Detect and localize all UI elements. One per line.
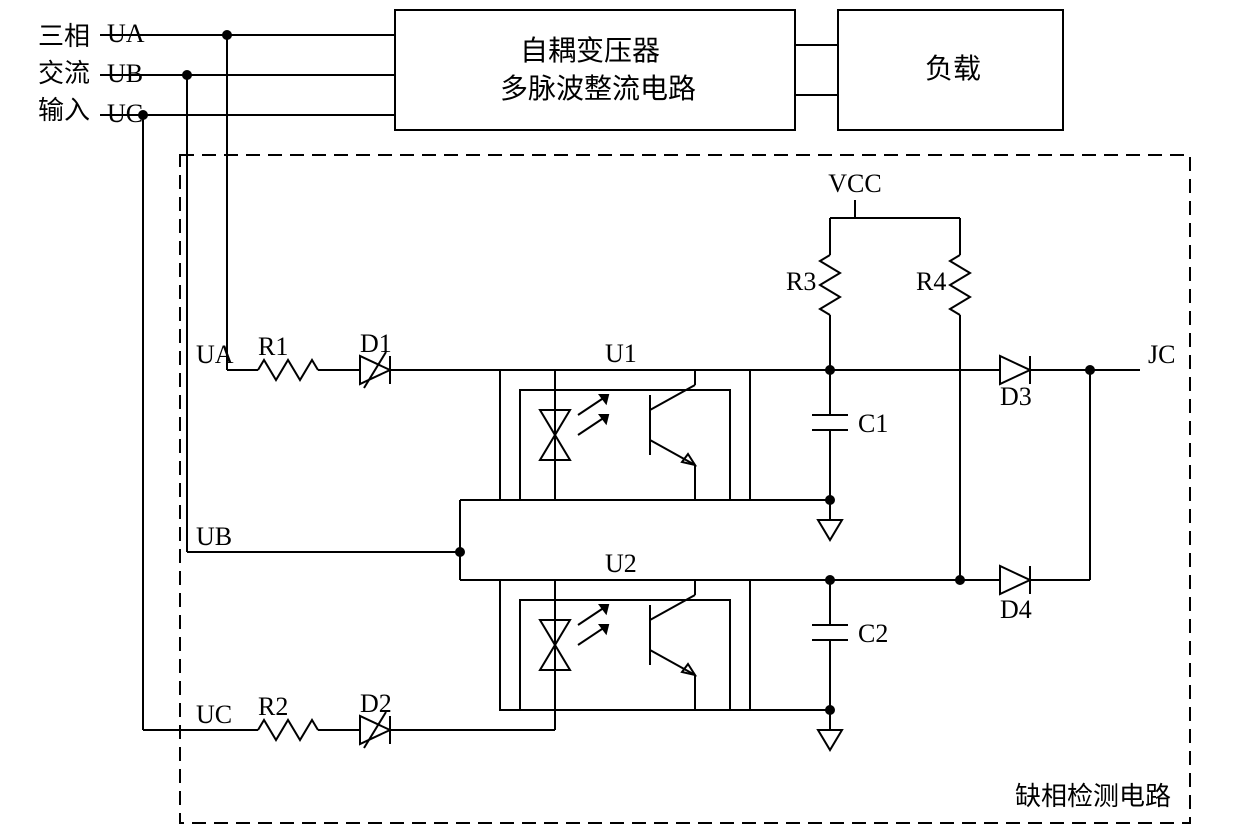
input-label-line3: 输入 [38, 96, 90, 125]
node-dot [956, 576, 964, 584]
jc-label: JC [1148, 340, 1175, 369]
d1-label: D1 [360, 329, 392, 358]
rectifier-line1: 自耦变压器 [520, 35, 660, 67]
resistor-r1 [258, 360, 318, 380]
c2-label: C2 [858, 619, 888, 648]
diode-d4 [1000, 566, 1030, 594]
r3-label: R3 [786, 267, 816, 296]
capacitor-c2 [812, 625, 848, 640]
resistor-r2 [258, 720, 318, 740]
vcc-label: VCC [828, 169, 881, 198]
c1-label: C1 [858, 409, 888, 438]
u1-label: U1 [605, 339, 637, 368]
node-dot [1086, 366, 1094, 374]
d2-label: D2 [360, 689, 392, 718]
phase-uc-top-label: UC [107, 99, 143, 128]
d4-label: D4 [1000, 595, 1032, 624]
r2-label: R2 [258, 692, 288, 721]
mid-uc-label: UC [196, 700, 232, 729]
detector-box [180, 155, 1190, 823]
node-dot [826, 576, 834, 584]
input-label-line1: 三相 [38, 22, 90, 51]
ground-icon [818, 520, 842, 540]
load-label: 负载 [925, 53, 981, 85]
r1-label: R1 [258, 332, 288, 361]
rectifier-line2: 多脉波整流电路 [500, 73, 696, 105]
optocoupler-u2 [500, 580, 750, 710]
circuit-label: 缺相检测电路 [1015, 782, 1171, 811]
input-label-line2: 交流 [38, 59, 90, 88]
u2-label: U2 [605, 549, 637, 578]
phase-ua-top-label: UA [107, 19, 145, 48]
rectifier-block [395, 10, 795, 130]
diode-d3 [1000, 356, 1030, 384]
resistor-r4 [950, 255, 970, 315]
mid-ua-label: UA [196, 340, 234, 369]
resistor-r3 [820, 255, 840, 315]
d3-label: D3 [1000, 382, 1032, 411]
ground-icon [818, 730, 842, 750]
phase-ub-top-label: UB [107, 59, 143, 88]
capacitor-c1 [812, 415, 848, 430]
r4-label: R4 [916, 267, 946, 296]
mid-ub-label: UB [196, 522, 232, 551]
optocoupler-u1 [500, 370, 750, 500]
